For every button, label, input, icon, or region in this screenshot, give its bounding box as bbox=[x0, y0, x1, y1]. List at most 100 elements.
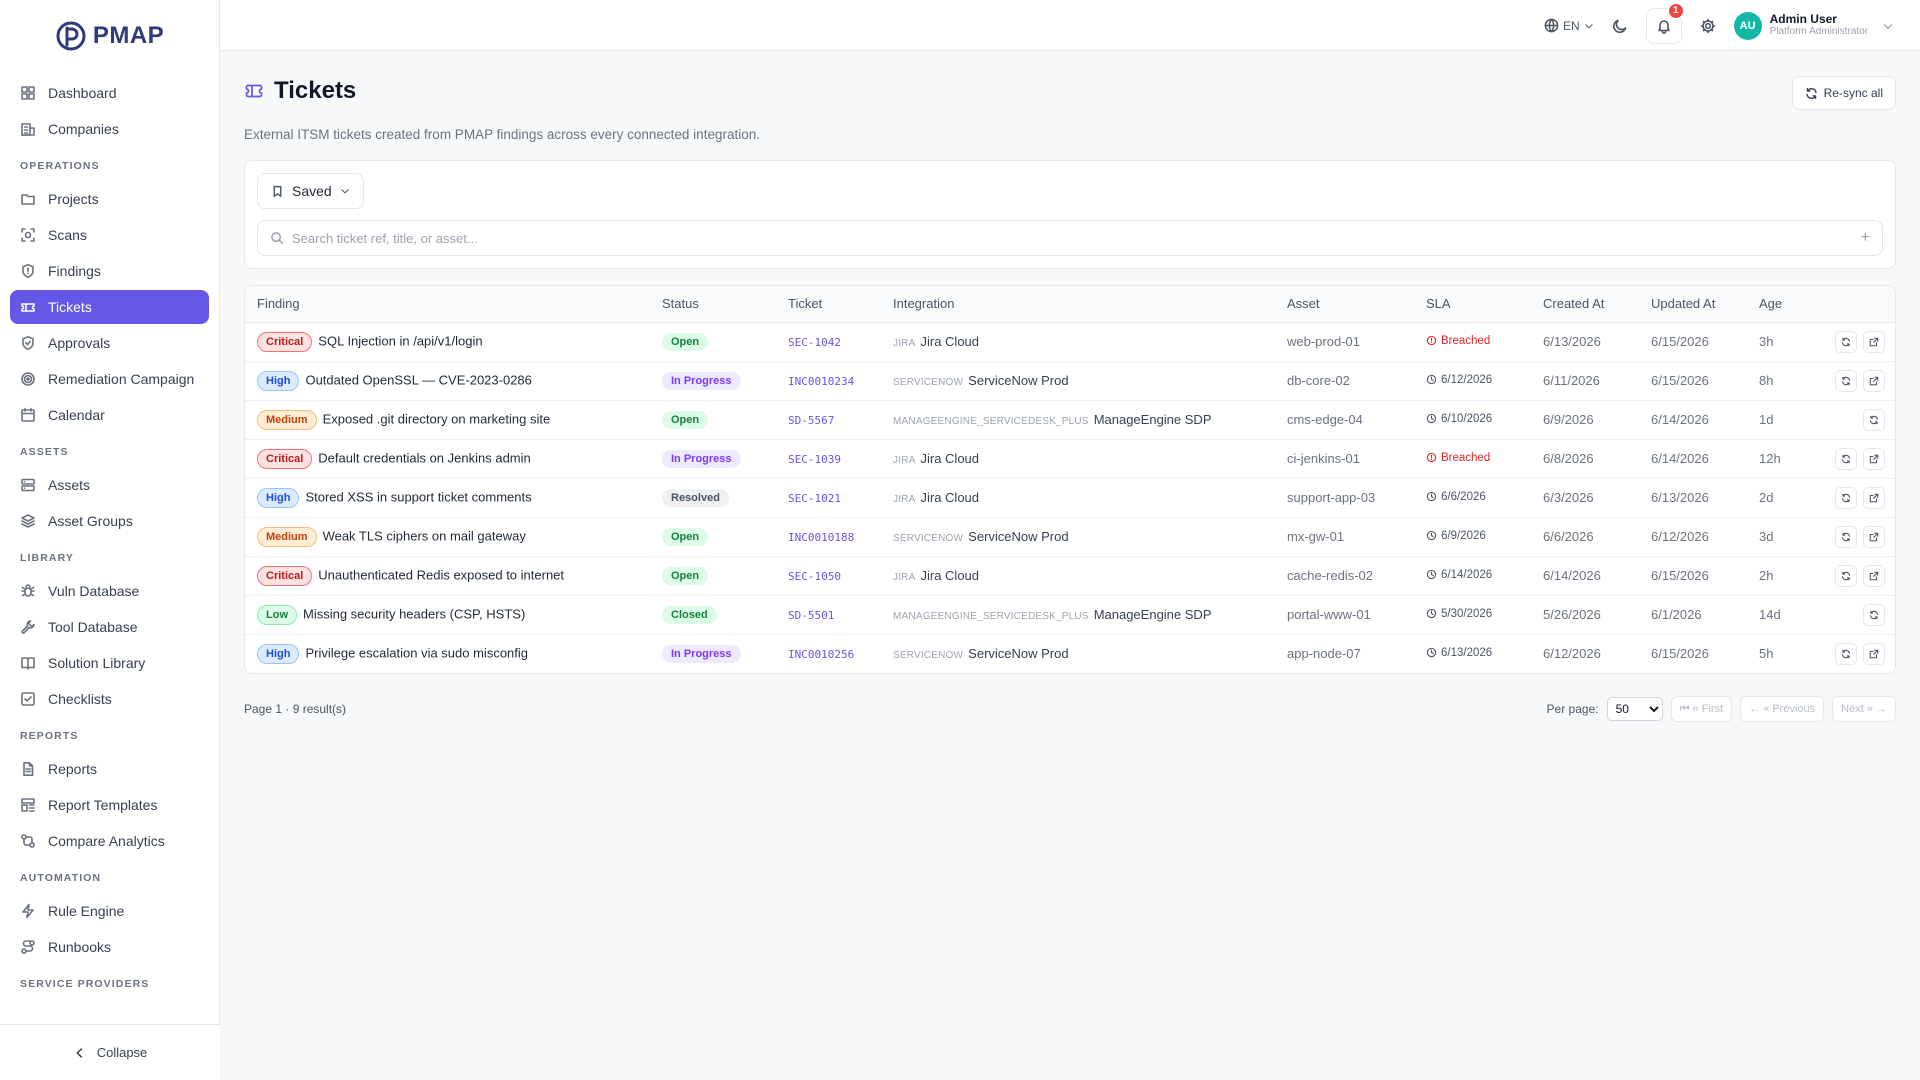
table-row[interactable]: High Stored XSS in support ticket comment… bbox=[245, 478, 1895, 518]
sidebar-item-remediation-campaign[interactable]: Remediation Campaign bbox=[10, 362, 209, 396]
per-page-select[interactable]: 50 bbox=[1606, 697, 1663, 721]
open-external-button[interactable] bbox=[1863, 642, 1885, 665]
sidebar-item-tickets[interactable]: Tickets bbox=[10, 290, 209, 324]
created-at: 6/12/2026 bbox=[1543, 646, 1601, 662]
table-row[interactable]: High Outdated OpenSSL — CVE-2023-0286 In P… bbox=[245, 361, 1895, 401]
finding-title[interactable]: Missing security headers (CSP, HSTS) bbox=[303, 605, 526, 621]
open-external-button[interactable] bbox=[1863, 447, 1885, 470]
open-external-button[interactable] bbox=[1863, 564, 1885, 587]
open-external-button[interactable] bbox=[1863, 369, 1885, 392]
table-row[interactable]: Critical Unauthenticated Redis exposed to… bbox=[245, 556, 1895, 596]
finding-title[interactable]: Unauthenticated Redis exposed to interne… bbox=[318, 566, 565, 582]
column-header-sla[interactable]: SLA bbox=[1414, 286, 1531, 323]
column-header-integration[interactable]: Integration bbox=[881, 286, 1275, 323]
cell-sla: Breached bbox=[1414, 439, 1531, 479]
finding-title[interactable]: Exposed .git directory on marketing site bbox=[322, 410, 551, 426]
sidebar-item-tool-database[interactable]: Tool Database bbox=[10, 610, 209, 644]
theme-toggle[interactable] bbox=[1612, 18, 1628, 34]
column-header-finding[interactable]: Finding bbox=[245, 286, 650, 323]
saved-views-dropdown[interactable]: Saved bbox=[257, 173, 364, 209]
sidebar-item-calendar[interactable]: Calendar bbox=[10, 398, 209, 432]
finding-title[interactable]: Stored XSS in support ticket comments bbox=[305, 488, 532, 504]
ticket-link[interactable]: SD-5567 bbox=[788, 414, 835, 427]
route-icon bbox=[20, 939, 36, 955]
column-header-updated-at[interactable]: Updated At bbox=[1639, 286, 1747, 323]
language-selector[interactable]: EN bbox=[1544, 18, 1594, 33]
ticket-link[interactable]: SEC-1021 bbox=[788, 492, 841, 505]
clock-icon bbox=[1426, 491, 1437, 502]
resync-ticket-button[interactable] bbox=[1835, 642, 1857, 665]
table-row[interactable]: Critical SQL Injection in /api/v1/login Op… bbox=[245, 322, 1895, 362]
cell-updated: 6/13/2026 bbox=[1639, 478, 1747, 518]
search-input[interactable] bbox=[292, 230, 1853, 246]
resync-ticket-button[interactable] bbox=[1835, 486, 1857, 509]
sidebar-item-runbooks[interactable]: Runbooks bbox=[10, 930, 209, 964]
user-menu[interactable]: AU Admin User Platform Administrator bbox=[1733, 11, 1894, 40]
sidebar-item-scans[interactable]: Scans bbox=[10, 218, 209, 252]
resync-ticket-button[interactable] bbox=[1835, 564, 1857, 587]
table-row[interactable]: Medium Exposed .git directory on marketin… bbox=[245, 400, 1895, 440]
sidebar-section-reports: REPORTS bbox=[20, 730, 79, 742]
sidebar-item-approvals[interactable]: Approvals bbox=[10, 326, 209, 360]
next-page-button[interactable]: Next » → bbox=[1832, 696, 1896, 722]
page-subtitle: External ITSM tickets created from PMAP … bbox=[244, 127, 760, 142]
ticket-link[interactable]: SEC-1042 bbox=[788, 336, 841, 349]
collapse-button[interactable]: Collapse bbox=[0, 1024, 220, 1080]
severity-badge: Critical bbox=[257, 565, 313, 586]
finding-title[interactable]: Outdated OpenSSL — CVE-2023-0286 bbox=[305, 371, 532, 387]
resync-all-button[interactable]: Re-sync all bbox=[1791, 76, 1896, 110]
finding-title[interactable]: SQL Injection in /api/v1/login bbox=[318, 332, 483, 348]
sidebar-item-label: Scans bbox=[48, 227, 87, 243]
sidebar-item-dashboard[interactable]: Dashboard bbox=[10, 76, 209, 110]
sidebar-item-rule-engine[interactable]: Rule Engine bbox=[10, 894, 209, 928]
finding-title[interactable]: Privilege escalation via sudo misconfig bbox=[305, 645, 529, 661]
table-row[interactable]: High Privilege escalation via sudo miscon… bbox=[245, 634, 1895, 673]
sidebar-item-compare-analytics[interactable]: Compare Analytics bbox=[10, 824, 209, 858]
first-page-button[interactable]: ⏮ « First bbox=[1670, 696, 1733, 722]
finding-title[interactable]: Default credentials on Jenkins admin bbox=[318, 449, 531, 465]
resync-ticket-button[interactable] bbox=[1835, 447, 1857, 470]
status-badge: In Progress bbox=[662, 449, 741, 468]
resync-ticket-button[interactable] bbox=[1835, 369, 1857, 392]
sidebar-item-report-templates[interactable]: Report Templates bbox=[10, 788, 209, 822]
ticket-link[interactable]: INC0010234 bbox=[788, 375, 855, 388]
ticket-link[interactable]: SEC-1039 bbox=[788, 453, 841, 466]
sidebar-item-checklists[interactable]: Checklists bbox=[10, 682, 209, 716]
sidebar-item-findings[interactable]: Findings bbox=[10, 254, 209, 288]
resync-ticket-button[interactable] bbox=[1835, 330, 1857, 353]
open-external-button[interactable] bbox=[1863, 408, 1885, 431]
sidebar-item-companies[interactable]: Companies bbox=[10, 112, 209, 146]
wrench-icon bbox=[20, 619, 36, 635]
open-external-button[interactable] bbox=[1863, 330, 1885, 353]
table-row[interactable]: Medium Weak TLS ciphers on mail gateway Op… bbox=[245, 517, 1895, 557]
open-external-button[interactable] bbox=[1863, 603, 1885, 626]
add-filter-button[interactable]: + bbox=[1860, 229, 1870, 246]
sidebar-item-reports[interactable]: Reports bbox=[10, 752, 209, 786]
previous-page-button[interactable]: ← « Previous bbox=[1740, 696, 1825, 722]
column-header-ticket[interactable]: Ticket bbox=[776, 286, 881, 323]
ticket-link[interactable]: SD-5501 bbox=[788, 609, 835, 622]
column-header-asset[interactable]: Asset bbox=[1275, 286, 1414, 323]
sidebar-item-vuln-database[interactable]: Vuln Database bbox=[10, 574, 209, 608]
sidebar-item-assets[interactable]: Assets bbox=[10, 468, 209, 502]
ticket-link[interactable]: SEC-1050 bbox=[788, 570, 841, 583]
column-header-status[interactable]: Status bbox=[650, 286, 776, 323]
sidebar-item-projects[interactable]: Projects bbox=[10, 182, 209, 216]
integration-name: Jira Cloud bbox=[920, 451, 980, 466]
settings-button[interactable] bbox=[1700, 18, 1716, 34]
cell-asset: cache-redis-02 bbox=[1275, 556, 1414, 596]
ticket-link[interactable]: INC0010188 bbox=[788, 531, 855, 544]
table-row[interactable]: Critical Default credentials on Jenkins a… bbox=[245, 439, 1895, 479]
resync-ticket-button[interactable] bbox=[1835, 525, 1857, 548]
table-row[interactable]: Low Missing security headers (CSP, HSTS) C… bbox=[245, 595, 1895, 635]
sidebar-item-solution-library[interactable]: Solution Library bbox=[10, 646, 209, 680]
open-external-button[interactable] bbox=[1863, 486, 1885, 509]
sidebar-item-asset-groups[interactable]: Asset Groups bbox=[10, 504, 209, 538]
open-external-button[interactable] bbox=[1863, 525, 1885, 548]
column-header-created-at[interactable]: Created At bbox=[1531, 286, 1639, 323]
notifications-button[interactable]: 1 bbox=[1645, 1, 1685, 44]
column-header-age[interactable]: Age bbox=[1747, 286, 1812, 323]
ticket-link[interactable]: INC0010256 bbox=[788, 648, 855, 662]
app-logo[interactable]: PMAP bbox=[0, 0, 219, 68]
finding-title[interactable]: Weak TLS ciphers on mail gateway bbox=[322, 527, 526, 543]
